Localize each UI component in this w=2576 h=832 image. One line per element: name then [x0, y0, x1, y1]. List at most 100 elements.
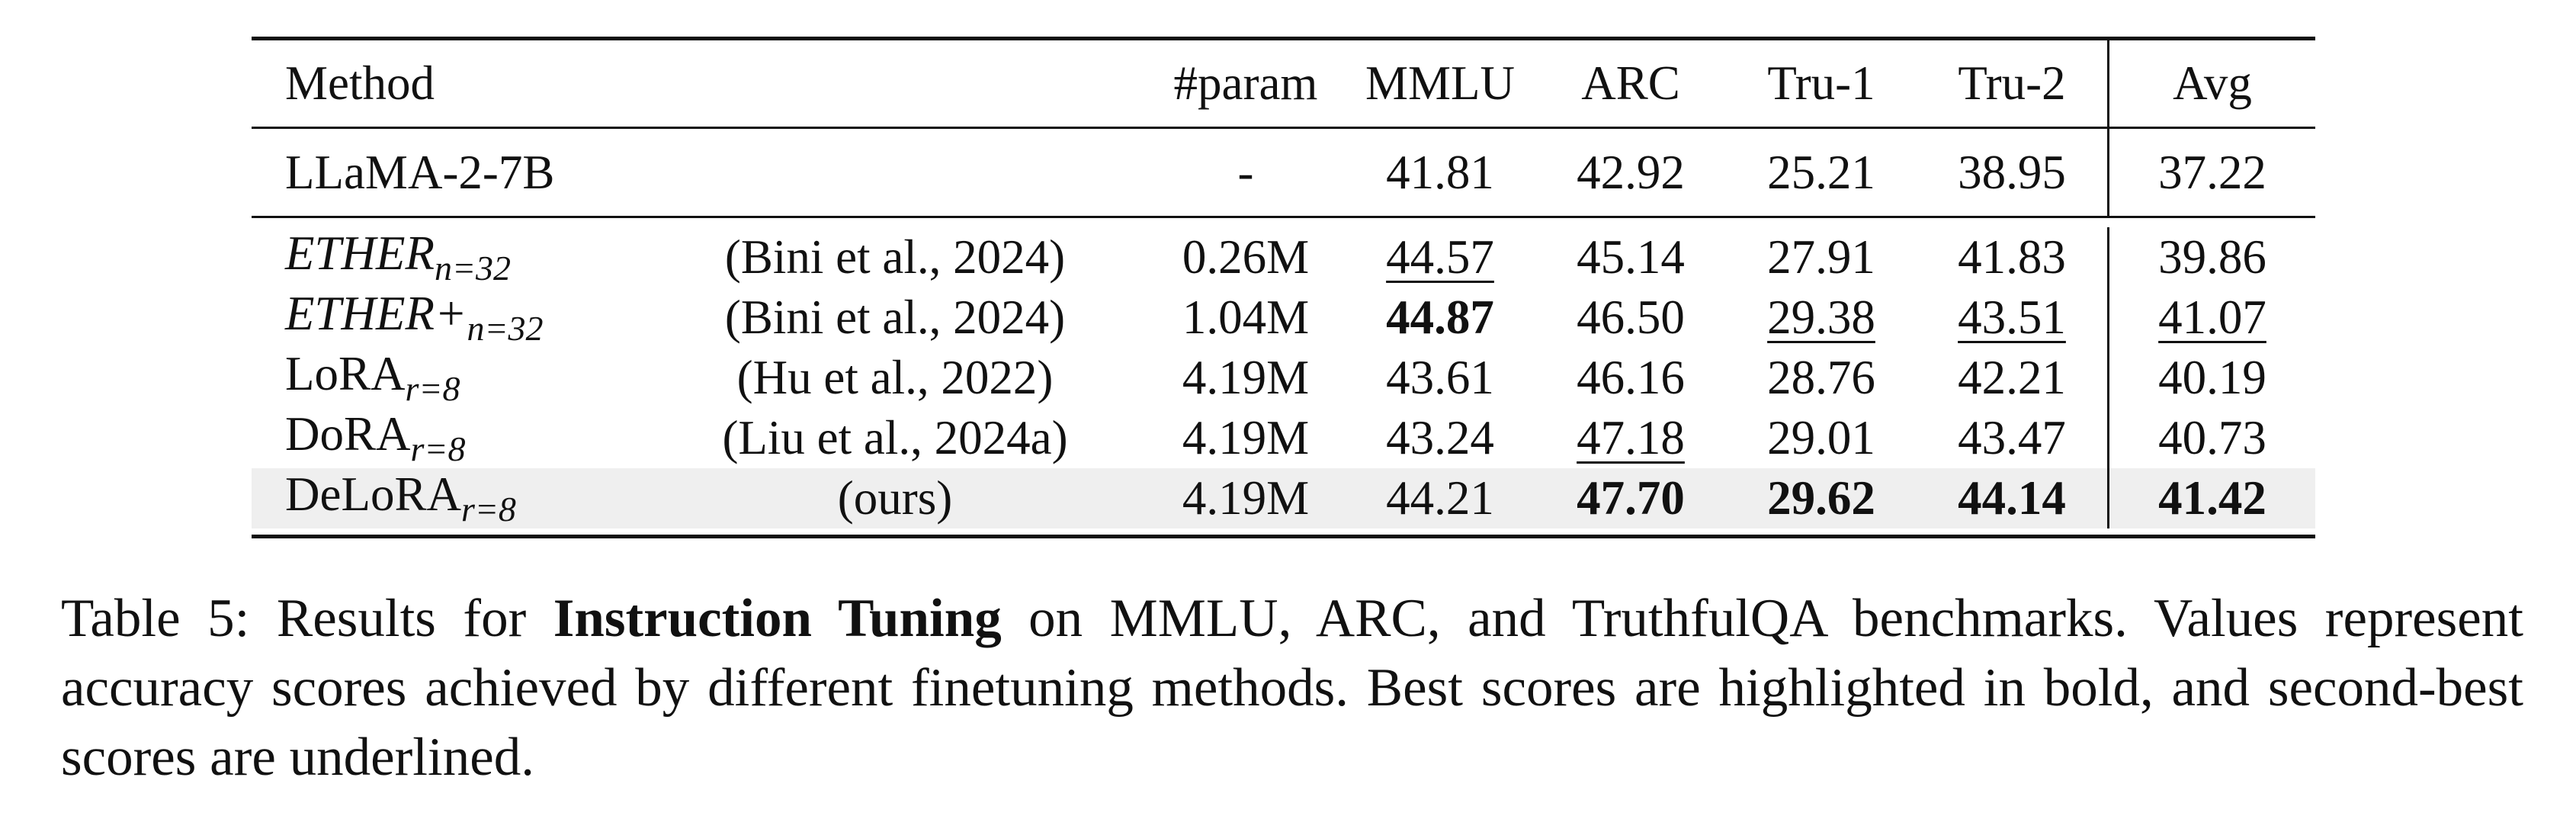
tru2-cell: 41.83: [1917, 227, 2109, 288]
table-row: ETHER+n=32 (Bini et al., 2024) 1.04M 44.…: [252, 288, 2315, 348]
method-subscript: r=8: [410, 429, 466, 468]
divider-cell: [1917, 216, 2109, 227]
method-cell: ETHERn=32: [252, 227, 643, 288]
divider-cell: [1147, 216, 1345, 227]
tru1-value-best: 29.62: [1767, 471, 1875, 525]
param-cell: 0.26M: [1182, 230, 1310, 284]
divider-cell: [2108, 216, 2315, 227]
tru1-cell: 29.62: [1726, 468, 1917, 528]
tru2-cell: 44.14: [1917, 468, 2109, 528]
arc-cell: 46.50: [1577, 291, 1685, 344]
mmlu-cell: 43.61: [1386, 351, 1494, 404]
method-cell: LoRAr=8: [252, 348, 643, 408]
tru2-cell: 43.47: [1917, 408, 2109, 468]
mmlu-value-second-best: 44.57: [1386, 230, 1494, 284]
divider-cell: [1535, 216, 1726, 227]
method-subscript: r=8: [405, 368, 460, 408]
avg-cell: 41.07: [2109, 288, 2316, 348]
arc-value-best: 47.70: [1577, 471, 1685, 525]
method-name: DoRA: [285, 406, 411, 461]
method-cell: ETHER+n=32: [252, 288, 643, 348]
caption-prefix: Table 5: Results for: [61, 589, 553, 648]
method-subscript: n=32: [467, 308, 544, 348]
mmlu-cell: 43.24: [1386, 411, 1494, 464]
mmlu-cell: 44.87: [1345, 288, 1535, 348]
baseline-tru1: 25.21: [1726, 127, 1917, 217]
citation-cell: (Hu et al., 2022): [736, 351, 1054, 404]
bottom-rule-cell: [2108, 528, 2315, 538]
avg-value-second-best: 41.07: [2158, 291, 2266, 344]
bottom-rule-cell: [1147, 528, 1345, 538]
header-avg: Avg: [2108, 37, 2315, 128]
citation-cell: (ours): [643, 468, 1147, 528]
param-cell: 1.04M: [1182, 291, 1310, 344]
method-name: LoRA: [285, 346, 406, 400]
table-divider-row: [252, 216, 2315, 227]
bottom-rule-cell: [1535, 528, 1726, 538]
table-header-row: Method #param MMLU ARC Tru-1 Tru-2 Avg: [252, 37, 2315, 128]
tru1-cell: 27.91: [1767, 230, 1875, 284]
method-name: ETHER+: [285, 286, 467, 340]
method-cell: DeLoRAr=8: [252, 468, 643, 528]
header-mmlu: MMLU: [1345, 37, 1535, 128]
table-caption: Table 5: Results for Instruction Tuning …: [61, 584, 2523, 792]
header-param: #param: [1147, 37, 1345, 128]
tru2-cell: 43.51: [1917, 288, 2109, 348]
param-cell: 4.19M: [1182, 411, 1310, 464]
mmlu-cell: 44.21: [1345, 468, 1535, 528]
tru1-cell: 28.76: [1767, 351, 1875, 404]
header-tru2: Tru-2: [1917, 37, 2109, 128]
mmlu-cell: 44.57: [1345, 227, 1535, 288]
table-row-ours: DeLoRAr=8 (ours) 4.19M 44.21 47.70 29.62…: [252, 468, 2315, 528]
table-row: DoRAr=8 (Liu et al., 2024a) 4.19M 43.24 …: [252, 408, 2315, 468]
divider-cell: [252, 216, 643, 227]
baseline-avg: 37.22: [2108, 127, 2315, 217]
avg-cell: 40.19: [2158, 351, 2266, 404]
results-table-container: Method #param MMLU ARC Tru-1 Tru-2 Avg L…: [252, 37, 2315, 538]
bottom-rule-cell: [643, 528, 1147, 538]
arc-cell: 47.70: [1535, 468, 1726, 528]
table-row: LoRAr=8 (Hu et al., 2022) 4.19M 43.61 46…: [252, 348, 2315, 408]
caption-suffix: on MMLU, ARC, and TruthfulQA benchmarks.…: [61, 589, 2523, 787]
tru2-cell: 42.21: [1917, 348, 2109, 408]
header-method: Method: [252, 37, 643, 128]
param-cell: 4.19M: [1182, 351, 1310, 404]
method-name: DeLoRA: [285, 467, 461, 521]
citation-cell: (Bini et al., 2024): [724, 230, 1066, 284]
baseline-citation: [643, 127, 1147, 217]
param-cell: 4.19M: [1147, 468, 1345, 528]
table-row-baseline: LLaMA-2-7B - 41.81 42.92 25.21 38.95 37.…: [252, 127, 2315, 217]
divider-cell: [643, 216, 1147, 227]
citation-cell: (Bini et al., 2024): [724, 291, 1066, 344]
tru1-value-second-best: 29.38: [1767, 291, 1875, 344]
divider-cell: [1345, 216, 1535, 227]
arc-cell: 45.14: [1577, 230, 1685, 284]
tru1-cell: 29.01: [1767, 411, 1875, 464]
avg-value-best: 41.42: [2158, 471, 2266, 525]
header-arc: ARC: [1535, 37, 1726, 128]
caption-bold-term: Instruction Tuning: [553, 589, 1002, 648]
method-subscript: n=32: [434, 248, 512, 288]
avg-cell: 41.42: [2108, 468, 2315, 528]
tru2-value-second-best: 43.51: [1958, 291, 2066, 344]
mmlu-value-best: 44.87: [1386, 291, 1494, 344]
header-tru1: Tru-1: [1726, 37, 1917, 128]
bottom-rule-cell: [1726, 528, 1917, 538]
tru1-cell: 29.38: [1726, 288, 1917, 348]
bottom-rule-cell: [1917, 528, 2109, 538]
table-row: ETHERn=32 (Bini et al., 2024) 0.26M 44.5…: [252, 227, 2315, 288]
arc-cell: 47.18: [1535, 408, 1726, 468]
tru2-value-best: 44.14: [1958, 471, 2066, 525]
citation-cell: (Liu et al., 2024a): [722, 411, 1068, 464]
baseline-tru2: 38.95: [1917, 127, 2109, 217]
avg-cell: 39.86: [2158, 230, 2266, 284]
baseline-method: LLaMA-2-7B: [252, 127, 643, 217]
baseline-arc: 42.92: [1535, 127, 1726, 217]
method-subscript: r=8: [460, 489, 516, 528]
arc-cell: 46.16: [1577, 351, 1685, 404]
arc-value-second-best: 47.18: [1577, 411, 1685, 464]
method-name: ETHER: [285, 226, 435, 280]
table-bottom-rule: [252, 528, 2315, 538]
bottom-rule-cell: [252, 528, 643, 538]
baseline-param: -: [1147, 127, 1345, 217]
